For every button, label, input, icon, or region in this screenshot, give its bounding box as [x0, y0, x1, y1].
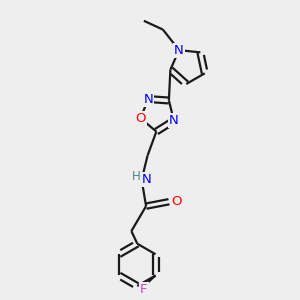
Text: N: N: [142, 173, 152, 186]
Text: H: H: [132, 170, 141, 183]
Text: O: O: [135, 112, 146, 125]
Text: N: N: [174, 44, 184, 57]
Text: N: N: [143, 93, 153, 106]
Text: F: F: [140, 283, 148, 296]
Text: O: O: [171, 195, 181, 208]
Text: N: N: [169, 114, 179, 127]
